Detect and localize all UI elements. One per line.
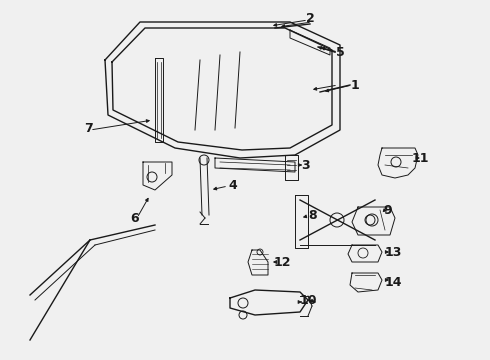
Text: 5: 5 <box>336 45 344 59</box>
Text: 4: 4 <box>229 179 237 192</box>
Text: 1: 1 <box>351 78 359 91</box>
Text: 7: 7 <box>84 122 93 135</box>
Text: 10: 10 <box>299 293 317 306</box>
Text: 8: 8 <box>309 208 318 221</box>
Text: 12: 12 <box>273 256 291 269</box>
Text: 13: 13 <box>384 246 402 258</box>
Text: 3: 3 <box>301 158 309 171</box>
Text: 9: 9 <box>384 203 392 216</box>
Text: 6: 6 <box>131 212 139 225</box>
Text: 14: 14 <box>384 275 402 288</box>
Text: 2: 2 <box>306 12 315 24</box>
Text: 11: 11 <box>411 152 429 165</box>
